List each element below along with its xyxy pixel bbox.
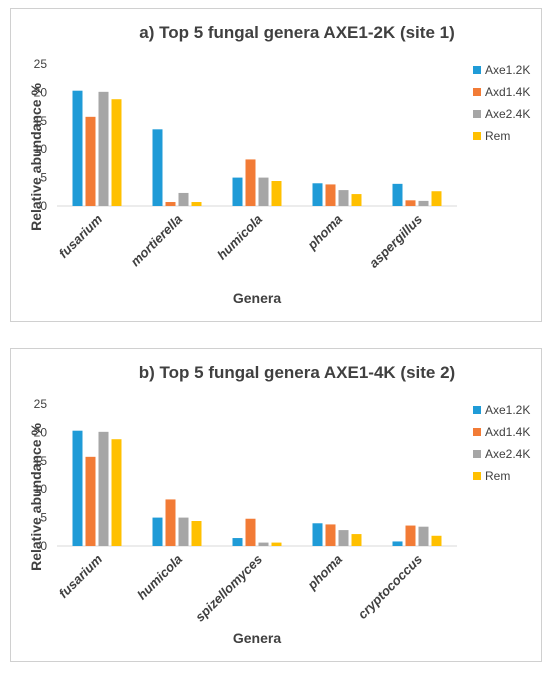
category-label: humicola bbox=[214, 212, 265, 263]
bar-rem-fusarium bbox=[111, 439, 122, 546]
legend-label: Axe2.4K bbox=[485, 107, 530, 121]
legend-swatch bbox=[473, 428, 481, 436]
bar-axd1-4k-phoma bbox=[325, 524, 336, 546]
y-tick-label: 25 bbox=[34, 57, 48, 71]
bar-axe1-2k-spizellomyces bbox=[232, 538, 243, 546]
legend-swatch bbox=[473, 472, 481, 480]
bar-axe2-4k-fusarium bbox=[98, 91, 109, 206]
y-tick-label: 10 bbox=[34, 482, 48, 496]
bar-axd1-4k-mortierella bbox=[165, 202, 176, 206]
chart-title: b) Top 5 fungal genera AXE1-4K (site 2) bbox=[139, 363, 455, 382]
bar-axe1-2k-phoma bbox=[312, 523, 323, 546]
y-tick-label: 20 bbox=[34, 85, 48, 99]
y-tick-label: 10 bbox=[34, 142, 48, 156]
bar-axd1-4k-cryptococcus bbox=[405, 525, 416, 546]
bar-rem-humicola bbox=[271, 181, 282, 206]
y-tick-label: 15 bbox=[34, 454, 48, 468]
bar-axe2-4k-aspergillus bbox=[418, 200, 429, 206]
legend-swatch bbox=[473, 88, 481, 96]
legend-swatch bbox=[473, 406, 481, 414]
bar-axe1-2k-humicola bbox=[152, 517, 163, 546]
y-tick-label: 0 bbox=[40, 199, 47, 213]
bar-rem-spizellomyces bbox=[271, 542, 282, 546]
category-label: humicola bbox=[134, 552, 185, 603]
bar-rem-phoma bbox=[351, 534, 362, 546]
bar-axe2-4k-phoma bbox=[338, 530, 349, 546]
bar-axe1-2k-humicola bbox=[232, 177, 243, 206]
category-label: fusarium bbox=[56, 551, 106, 601]
legend-label: Axd1.4K bbox=[485, 425, 530, 439]
bar-axe2-4k-cryptococcus bbox=[418, 526, 429, 546]
y-tick-label: 20 bbox=[34, 425, 48, 439]
bar-axe2-4k-phoma bbox=[338, 190, 349, 206]
chart-title: a) Top 5 fungal genera AXE1-2K (site 1) bbox=[139, 23, 455, 42]
bar-rem-fusarium bbox=[111, 99, 122, 206]
x-axis-title: Genera bbox=[233, 630, 281, 646]
bar-axe1-2k-fusarium bbox=[72, 90, 83, 206]
bar-rem-cryptococcus bbox=[431, 535, 442, 546]
category-label: cryptococcus bbox=[355, 552, 425, 622]
legend-swatch bbox=[473, 450, 481, 458]
category-label: aspergillus bbox=[366, 212, 425, 271]
y-axis-title: Relative abundance % bbox=[28, 83, 44, 231]
bar-axd1-4k-spizellomyces bbox=[245, 518, 256, 546]
bar-axd1-4k-fusarium bbox=[85, 116, 96, 206]
chart-b-svg: b) Top 5 fungal genera AXE1-4K (site 2) 0… bbox=[28, 363, 530, 646]
y-tick-label: 25 bbox=[34, 397, 48, 411]
bar-axd1-4k-fusarium bbox=[85, 456, 96, 546]
y-tick-label: 0 bbox=[40, 539, 47, 553]
legend-swatch bbox=[473, 110, 481, 118]
bar-axd1-4k-phoma bbox=[325, 184, 336, 206]
bar-axe1-2k-phoma bbox=[312, 183, 323, 206]
chart-panel-a: a) Top 5 fungal genera AXE1-2K (site 1) 0… bbox=[10, 8, 542, 322]
bar-axd1-4k-humicola bbox=[165, 499, 176, 546]
category-label: phoma bbox=[304, 212, 345, 253]
y-tick-label: 5 bbox=[40, 171, 47, 185]
x-axis-title: Genera bbox=[233, 290, 281, 306]
legend-label: Rem bbox=[485, 129, 510, 143]
chart-a-svg: a) Top 5 fungal genera AXE1-2K (site 1) 0… bbox=[28, 23, 530, 306]
legend-swatch bbox=[473, 132, 481, 140]
y-axis-title: Relative abundance % bbox=[28, 423, 44, 571]
legend-label: Axe1.2K bbox=[485, 63, 530, 77]
legend-label: Axe2.4K bbox=[485, 447, 530, 461]
bar-axe2-4k-mortierella bbox=[178, 192, 189, 206]
legend-swatch bbox=[473, 66, 481, 74]
bar-axe2-4k-humicola bbox=[178, 517, 189, 546]
bar-rem-phoma bbox=[351, 194, 362, 206]
bar-rem-humicola bbox=[191, 521, 202, 546]
chart-panel-b: b) Top 5 fungal genera AXE1-4K (site 2) 0… bbox=[10, 348, 542, 662]
bar-axe2-4k-fusarium bbox=[98, 431, 109, 546]
bar-axe1-2k-cryptococcus bbox=[392, 541, 403, 546]
bar-axe1-2k-mortierella bbox=[152, 129, 163, 206]
legend-label: Rem bbox=[485, 469, 510, 483]
category-label: fusarium bbox=[56, 211, 106, 261]
category-label: phoma bbox=[304, 552, 345, 593]
legend-label: Axe1.2K bbox=[485, 403, 530, 417]
bar-rem-mortierella bbox=[191, 202, 202, 206]
bar-rem-aspergillus bbox=[431, 191, 442, 206]
bar-axe2-4k-spizellomyces bbox=[258, 542, 269, 546]
bar-axe2-4k-humicola bbox=[258, 177, 269, 206]
category-label: spizellomyces bbox=[192, 552, 265, 625]
legend-label: Axd1.4K bbox=[485, 85, 530, 99]
bar-axe1-2k-aspergillus bbox=[392, 183, 403, 206]
category-label: mortierella bbox=[128, 212, 186, 270]
bar-axd1-4k-humicola bbox=[245, 159, 256, 206]
y-tick-label: 15 bbox=[34, 114, 48, 128]
y-tick-label: 5 bbox=[40, 511, 47, 525]
bar-axd1-4k-aspergillus bbox=[405, 200, 416, 206]
bar-axe1-2k-fusarium bbox=[72, 430, 83, 546]
